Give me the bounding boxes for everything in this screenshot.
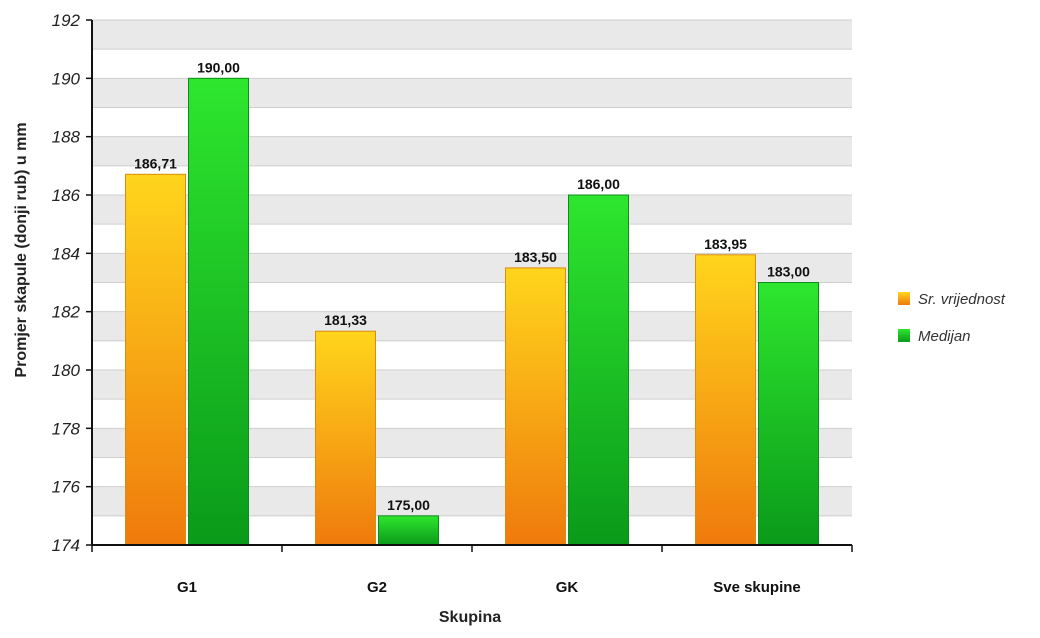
bar-g1-sr-vrijednost [125, 173, 186, 546]
label-layer: 186,71 190,00 G1 181,33 175,00 G2 183,50 186,00… [52, 11, 810, 596]
y-tick-label: 180 [52, 361, 81, 380]
x-axis-title: Skupina [439, 609, 501, 626]
legend-label-medijan: Medijan [918, 328, 971, 345]
y-tick-label: 192 [52, 11, 81, 30]
y-tick-label: 188 [52, 128, 81, 147]
x-tick-label: G1 [177, 579, 197, 596]
bar-sve-skupine-sr-vrijednost [695, 254, 756, 546]
legend-item-medijan: Medijan [898, 328, 971, 345]
y-tick-label: 176 [52, 478, 81, 497]
y-tick-label: 184 [52, 244, 80, 263]
bar-g2-medijan [378, 515, 439, 546]
x-tick-label: Sve skupine [713, 579, 801, 596]
axis-layer [86, 19, 853, 552]
data-label: 175,00 [387, 497, 430, 513]
bar-gk-sr-vrijednost [505, 267, 566, 546]
y-tick-label: 182 [52, 303, 81, 322]
y-tick-label: 174 [52, 536, 80, 555]
y-tick-label: 186 [52, 186, 81, 205]
x-tick-label: G2 [367, 579, 387, 596]
data-label: 190,00 [197, 59, 240, 75]
bar-sve-skupine-medijan [758, 282, 819, 546]
data-label: 186,71 [134, 155, 177, 171]
data-label: 183,00 [767, 264, 810, 280]
x-tick-label: GK [556, 579, 579, 596]
bar-g2-sr-vrijednost [315, 330, 376, 546]
y-axis-title: Promjer skapule (donji rub) u mm [13, 122, 30, 377]
data-label: 186,00 [577, 176, 620, 192]
data-label: 183,50 [514, 249, 557, 265]
bar-layer [125, 77, 819, 546]
legend-item-sr-vrijednost: Sr. vrijednost [898, 291, 1006, 308]
data-label: 183,95 [704, 236, 747, 252]
y-tick-label: 190 [52, 69, 81, 88]
bar-g1-medijan [188, 77, 249, 546]
legend-label-sr-vrijednost: Sr. vrijednost [918, 291, 1006, 308]
legend-swatch-medijan [898, 329, 910, 342]
legend: Sr. vrijednost Medijan [898, 291, 1006, 345]
grid-band [92, 20, 852, 50]
bar-gk-medijan [568, 194, 629, 546]
data-label: 181,33 [324, 312, 367, 328]
y-tick-label: 178 [52, 419, 81, 438]
legend-swatch-sr-vrijednost [898, 292, 910, 305]
